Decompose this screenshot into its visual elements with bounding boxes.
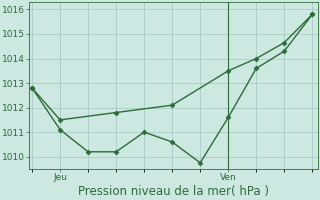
X-axis label: Pression niveau de la mer( hPa ): Pression niveau de la mer( hPa )	[78, 185, 269, 198]
